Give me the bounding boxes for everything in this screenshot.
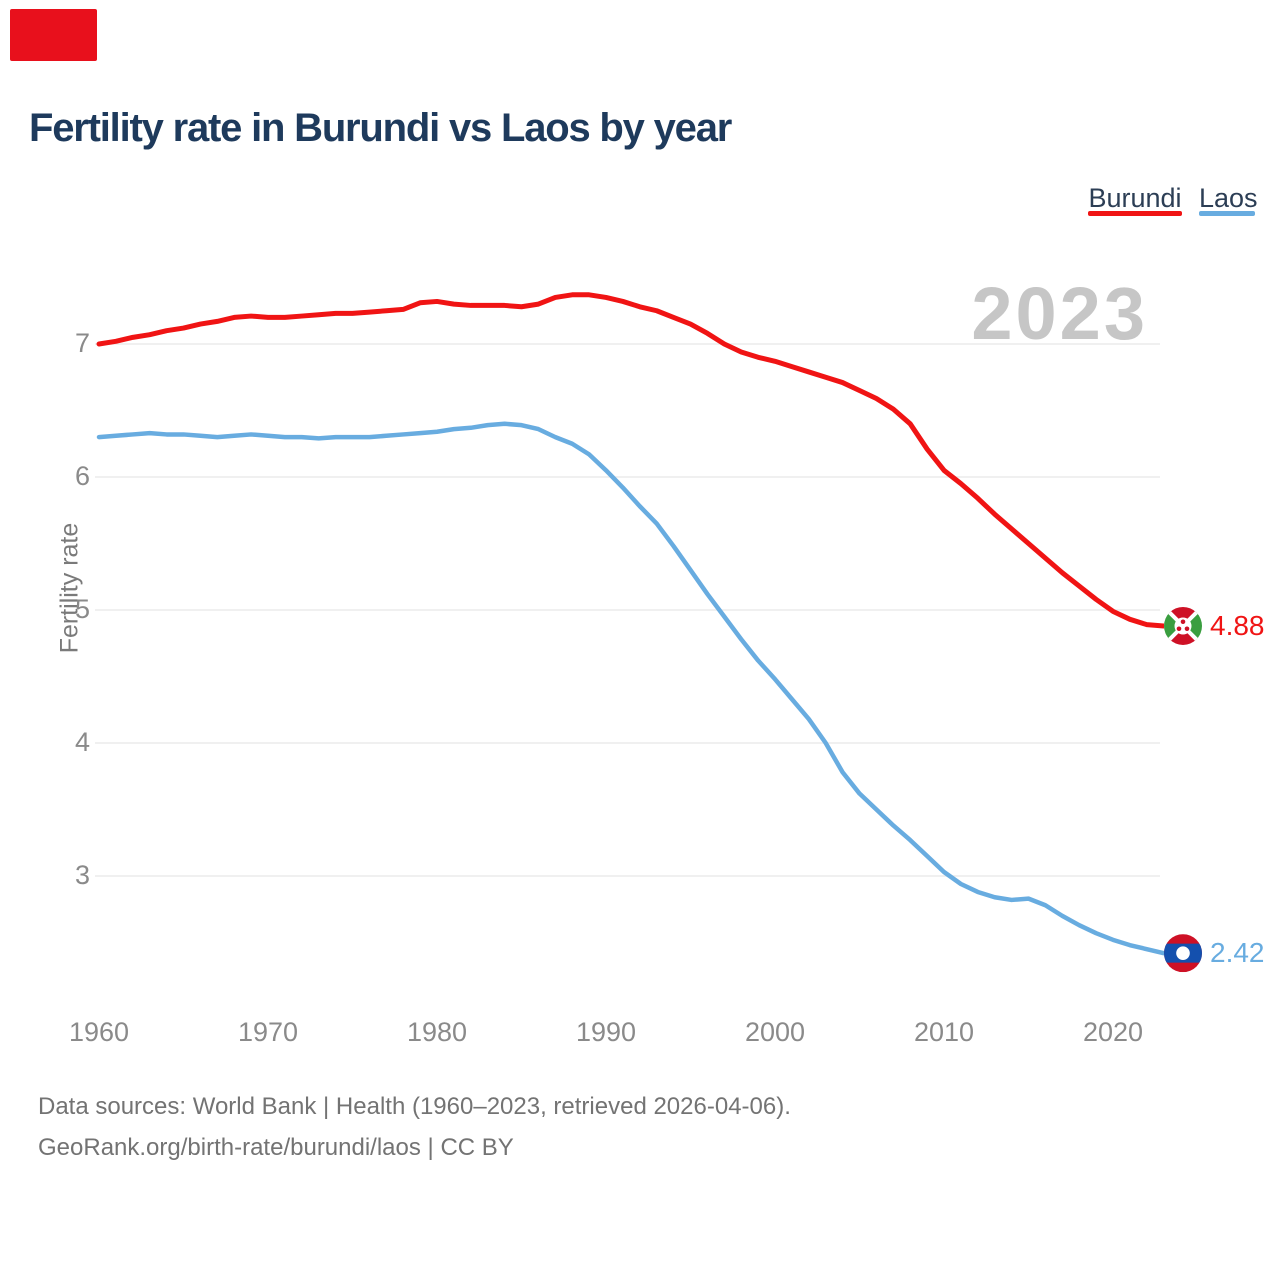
legend-item-laos[interactable]: Laos <box>1199 183 1258 214</box>
x-tick-label-1960: 1960 <box>68 1017 130 1047</box>
burundi-line <box>96 292 1186 629</box>
legend-label-laos: Laos <box>1199 183 1258 213</box>
laos-end-value-label: 2.42 <box>1210 937 1265 969</box>
x-tick-label-2010: 2010 <box>913 1017 975 1047</box>
y-tick-label-7: 7 <box>74 328 90 358</box>
source-footer: Data sources: World Bank | Health (1960–… <box>38 1086 791 1168</box>
footer-line-1: Data sources: World Bank | Health (1960–… <box>38 1093 791 1120</box>
x-tick-label-1970: 1970 <box>237 1017 299 1047</box>
legend-underline-burundi <box>1088 211 1182 216</box>
year-watermark: 2023 <box>971 272 1148 355</box>
page-title: Fertility rate in Burundi vs Laos by yea… <box>29 106 732 150</box>
laos-flag-icon <box>1164 934 1202 973</box>
x-tick-label-2000: 2000 <box>744 1017 806 1047</box>
legend-item-burundi[interactable]: Burundi <box>1088 183 1182 214</box>
legend-label-burundi: Burundi <box>1088 183 1182 213</box>
y-tick-label-6: 6 <box>74 461 90 491</box>
burundi-end-value-label: 4.88 <box>1210 609 1265 641</box>
x-tick-label-1980: 1980 <box>406 1017 468 1047</box>
footer-line-2: GeoRank.org/birth-rate/burundi/laos | CC… <box>38 1134 514 1161</box>
y-tick-label-5: 5 <box>74 594 90 624</box>
gridlines <box>95 343 1160 877</box>
y-tick-label-3: 3 <box>74 860 90 890</box>
annotation-red-box <box>10 9 97 61</box>
burundi-flag-icon <box>1164 606 1202 645</box>
x-tick-label-2020: 2020 <box>1082 1017 1144 1047</box>
laos-line <box>96 421 1186 956</box>
y-tick-label-4: 4 <box>74 727 90 757</box>
x-tick-label-1990: 1990 <box>575 1017 637 1047</box>
legend-underline-laos <box>1199 211 1255 216</box>
